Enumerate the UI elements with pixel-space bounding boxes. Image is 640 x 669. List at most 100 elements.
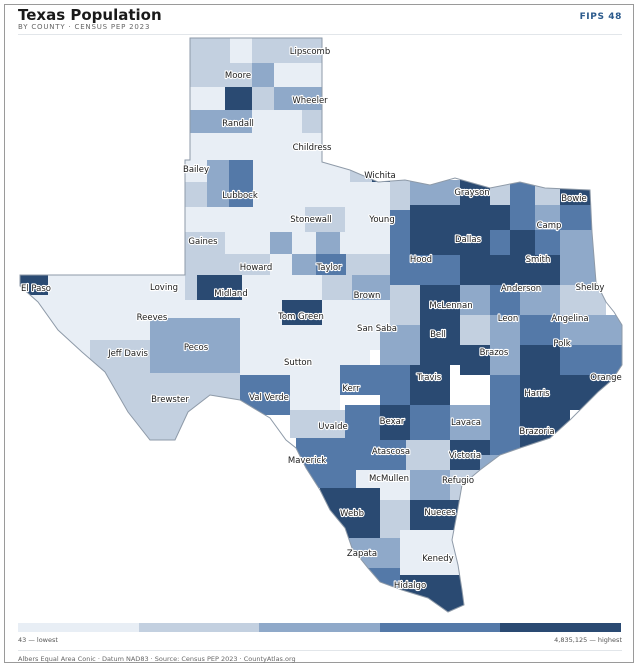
county-shape[interactable]	[340, 232, 390, 254]
county-shape[interactable]	[274, 63, 322, 87]
county-shape[interactable]	[520, 255, 560, 285]
county-shape[interactable]	[305, 207, 345, 232]
county-shape[interactable]	[390, 160, 410, 210]
county-shape[interactable]	[450, 405, 490, 440]
county-shape[interactable]	[490, 345, 520, 375]
county-shape[interactable]	[460, 230, 490, 255]
county-shape[interactable]	[406, 440, 450, 470]
county-shape[interactable]	[390, 210, 410, 255]
county-shape[interactable]	[560, 230, 595, 255]
county-shape[interactable]	[322, 300, 390, 325]
county-shape[interactable]	[560, 315, 622, 345]
county-shape[interactable]	[270, 254, 292, 275]
county-shape[interactable]	[20, 275, 48, 295]
county-shape[interactable]	[185, 160, 207, 182]
county-shape[interactable]	[535, 230, 560, 255]
county-shape[interactable]	[230, 38, 252, 63]
county-shape[interactable]	[380, 405, 410, 440]
county-shape[interactable]	[282, 275, 322, 300]
county-shape[interactable]	[560, 345, 622, 375]
county-shape[interactable]	[225, 110, 252, 133]
county-shape[interactable]	[253, 160, 350, 182]
county-shape[interactable]	[274, 38, 322, 63]
county-shape[interactable]	[430, 255, 460, 285]
county-shape[interactable]	[197, 275, 242, 300]
county-shape[interactable]	[185, 38, 230, 63]
county-shape[interactable]	[270, 232, 292, 254]
county-shape[interactable]	[560, 285, 606, 315]
county-shape[interactable]	[185, 182, 207, 207]
county-shape[interactable]	[480, 455, 510, 485]
county-shape[interactable]	[229, 160, 253, 182]
county-shape[interactable]	[20, 295, 130, 325]
county-shape[interactable]	[520, 375, 560, 410]
county-shape[interactable]	[229, 182, 253, 207]
county-shape[interactable]	[520, 345, 560, 375]
county-shape[interactable]	[560, 205, 595, 230]
county-shape[interactable]	[185, 63, 230, 87]
county-shape[interactable]	[490, 285, 520, 315]
county-shape[interactable]	[252, 38, 274, 63]
county-shape[interactable]	[460, 205, 490, 230]
county-shape[interactable]	[490, 180, 510, 205]
county-shape[interactable]	[230, 254, 270, 275]
county-shape[interactable]	[356, 440, 406, 470]
county-shape[interactable]	[410, 470, 450, 500]
county-shape[interactable]	[510, 230, 535, 255]
county-shape[interactable]	[242, 275, 282, 300]
county-shape[interactable]	[185, 254, 230, 275]
county-shape[interactable]	[225, 232, 270, 254]
county-shape[interactable]	[460, 315, 490, 345]
county-shape[interactable]	[292, 254, 316, 275]
county-shape[interactable]	[20, 275, 185, 295]
county-shape[interactable]	[490, 410, 520, 455]
county-shape[interactable]	[380, 325, 420, 365]
county-shape[interactable]	[316, 254, 346, 275]
county-shape[interactable]	[490, 255, 520, 285]
county-shape[interactable]	[535, 205, 560, 230]
county-shape[interactable]	[345, 325, 385, 350]
county-shape[interactable]	[400, 530, 460, 575]
county-shape[interactable]	[345, 207, 390, 232]
county-shape[interactable]	[185, 207, 305, 232]
county-shape[interactable]	[185, 275, 197, 300]
county-shape[interactable]	[185, 133, 322, 160]
county-shape[interactable]	[185, 110, 225, 133]
county-shape[interactable]	[490, 205, 510, 230]
county-shape[interactable]	[390, 285, 420, 325]
county-shape[interactable]	[252, 63, 274, 87]
county-shape[interactable]	[345, 405, 380, 440]
county-shape[interactable]	[225, 87, 252, 110]
county-shape[interactable]	[460, 255, 490, 285]
county-shape[interactable]	[410, 205, 435, 230]
county-shape[interactable]	[410, 405, 450, 440]
county-shape[interactable]	[490, 230, 510, 255]
county-shape[interactable]	[560, 255, 596, 285]
county-shape[interactable]	[410, 365, 450, 405]
county-shape[interactable]	[290, 410, 345, 438]
county-shape[interactable]	[274, 87, 322, 110]
county-shape[interactable]	[207, 160, 229, 182]
county-shape[interactable]	[410, 500, 460, 530]
county-shape[interactable]	[390, 255, 430, 285]
county-shape[interactable]	[290, 375, 340, 415]
county-shape[interactable]	[435, 205, 460, 230]
county-shape[interactable]	[460, 285, 490, 315]
county-shape[interactable]	[252, 87, 274, 110]
county-shape[interactable]	[490, 375, 520, 410]
county-shape[interactable]	[292, 232, 316, 254]
county-shape[interactable]	[490, 315, 520, 345]
county-shape[interactable]	[185, 232, 225, 254]
county-shape[interactable]	[253, 182, 390, 207]
county-shape[interactable]	[420, 325, 460, 365]
county-shape[interactable]	[535, 180, 560, 205]
county-shape[interactable]	[150, 318, 240, 373]
county-shape[interactable]	[460, 345, 490, 375]
county-shape[interactable]	[410, 230, 435, 255]
county-shape[interactable]	[252, 110, 302, 133]
county-shape[interactable]	[207, 182, 229, 207]
county-shape[interactable]	[520, 285, 560, 315]
county-shape[interactable]	[185, 87, 225, 110]
county-shape[interactable]	[435, 230, 460, 255]
county-shape[interactable]	[340, 365, 380, 395]
